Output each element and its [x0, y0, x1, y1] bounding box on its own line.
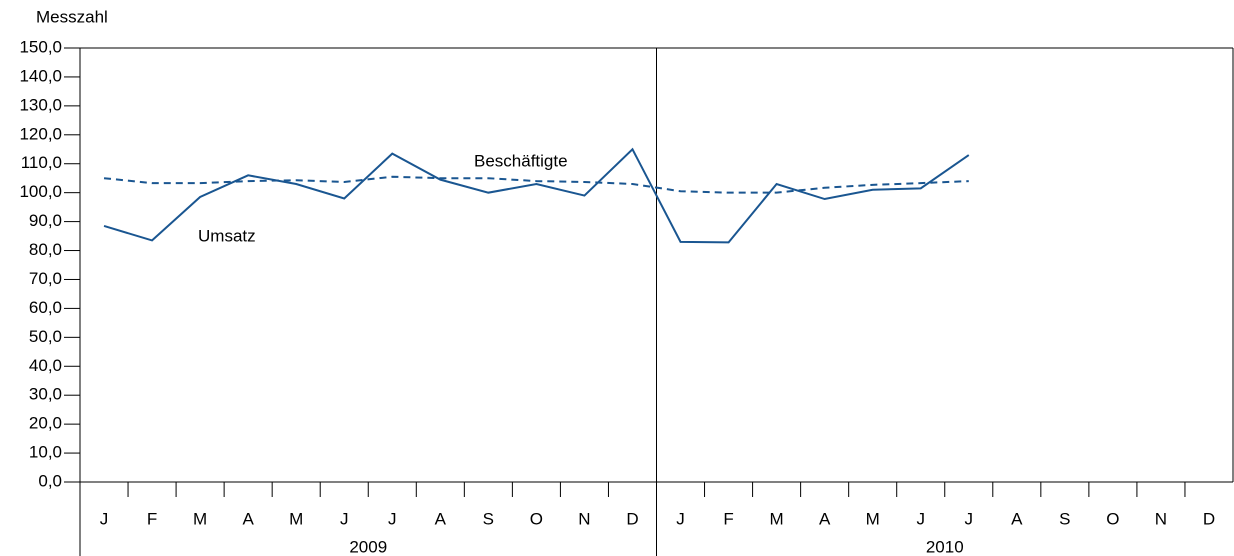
group-label: 2010 [926, 537, 964, 556]
y-tick-label: 50,0 [29, 327, 62, 346]
x-tick-label: J [676, 509, 685, 528]
x-tick-label: F [723, 509, 733, 528]
y-tick-label: 100,0 [19, 182, 62, 201]
y-tick-label: 130,0 [19, 95, 62, 114]
series-label: Beschäftigte [474, 151, 568, 170]
x-tick-label: M [193, 509, 207, 528]
x-tick-label: N [1155, 509, 1167, 528]
y-tick-label: 110,0 [21, 153, 62, 172]
x-tick-label: A [242, 509, 254, 528]
group-label: 2009 [349, 537, 387, 556]
y-axis-label: Messzahl [36, 7, 108, 26]
x-tick-label: J [916, 509, 925, 528]
y-tick-label: 70,0 [29, 269, 62, 288]
y-tick-label: 10,0 [29, 443, 62, 462]
x-tick-label: J [340, 509, 349, 528]
x-tick-label: M [770, 509, 784, 528]
y-tick-label: 30,0 [29, 385, 62, 404]
y-tick-label: 150,0 [19, 37, 62, 56]
series-line [103, 175, 969, 194]
y-tick-label: 40,0 [29, 356, 62, 375]
x-tick-label: O [530, 509, 543, 528]
y-tick-label: 0,0 [38, 471, 62, 490]
x-tick-label: D [626, 509, 638, 528]
y-tick-label: 120,0 [19, 124, 62, 143]
x-tick-label: S [1059, 509, 1070, 528]
x-tick-label: A [1011, 509, 1023, 528]
x-tick-label: N [578, 509, 590, 528]
y-tick-label: 140,0 [19, 66, 62, 85]
x-tick-label: M [866, 509, 880, 528]
x-tick-label: F [147, 509, 157, 528]
x-tick-label: M [289, 509, 303, 528]
y-tick-label: 80,0 [29, 240, 62, 259]
series-line [103, 147, 970, 244]
x-tick-label: J [100, 509, 109, 528]
x-tick-label: J [388, 509, 397, 528]
y-tick-label: 20,0 [29, 414, 62, 433]
x-tick-label: O [1106, 509, 1119, 528]
x-tick-label: A [435, 509, 447, 528]
y-tick-label: 90,0 [29, 211, 62, 230]
y-tick-label: 60,0 [29, 298, 62, 317]
x-tick-label: S [483, 509, 494, 528]
x-tick-label: J [965, 509, 974, 528]
x-tick-label: D [1203, 509, 1215, 528]
series-label: Umsatz [198, 226, 256, 245]
x-tick-label: A [819, 509, 831, 528]
